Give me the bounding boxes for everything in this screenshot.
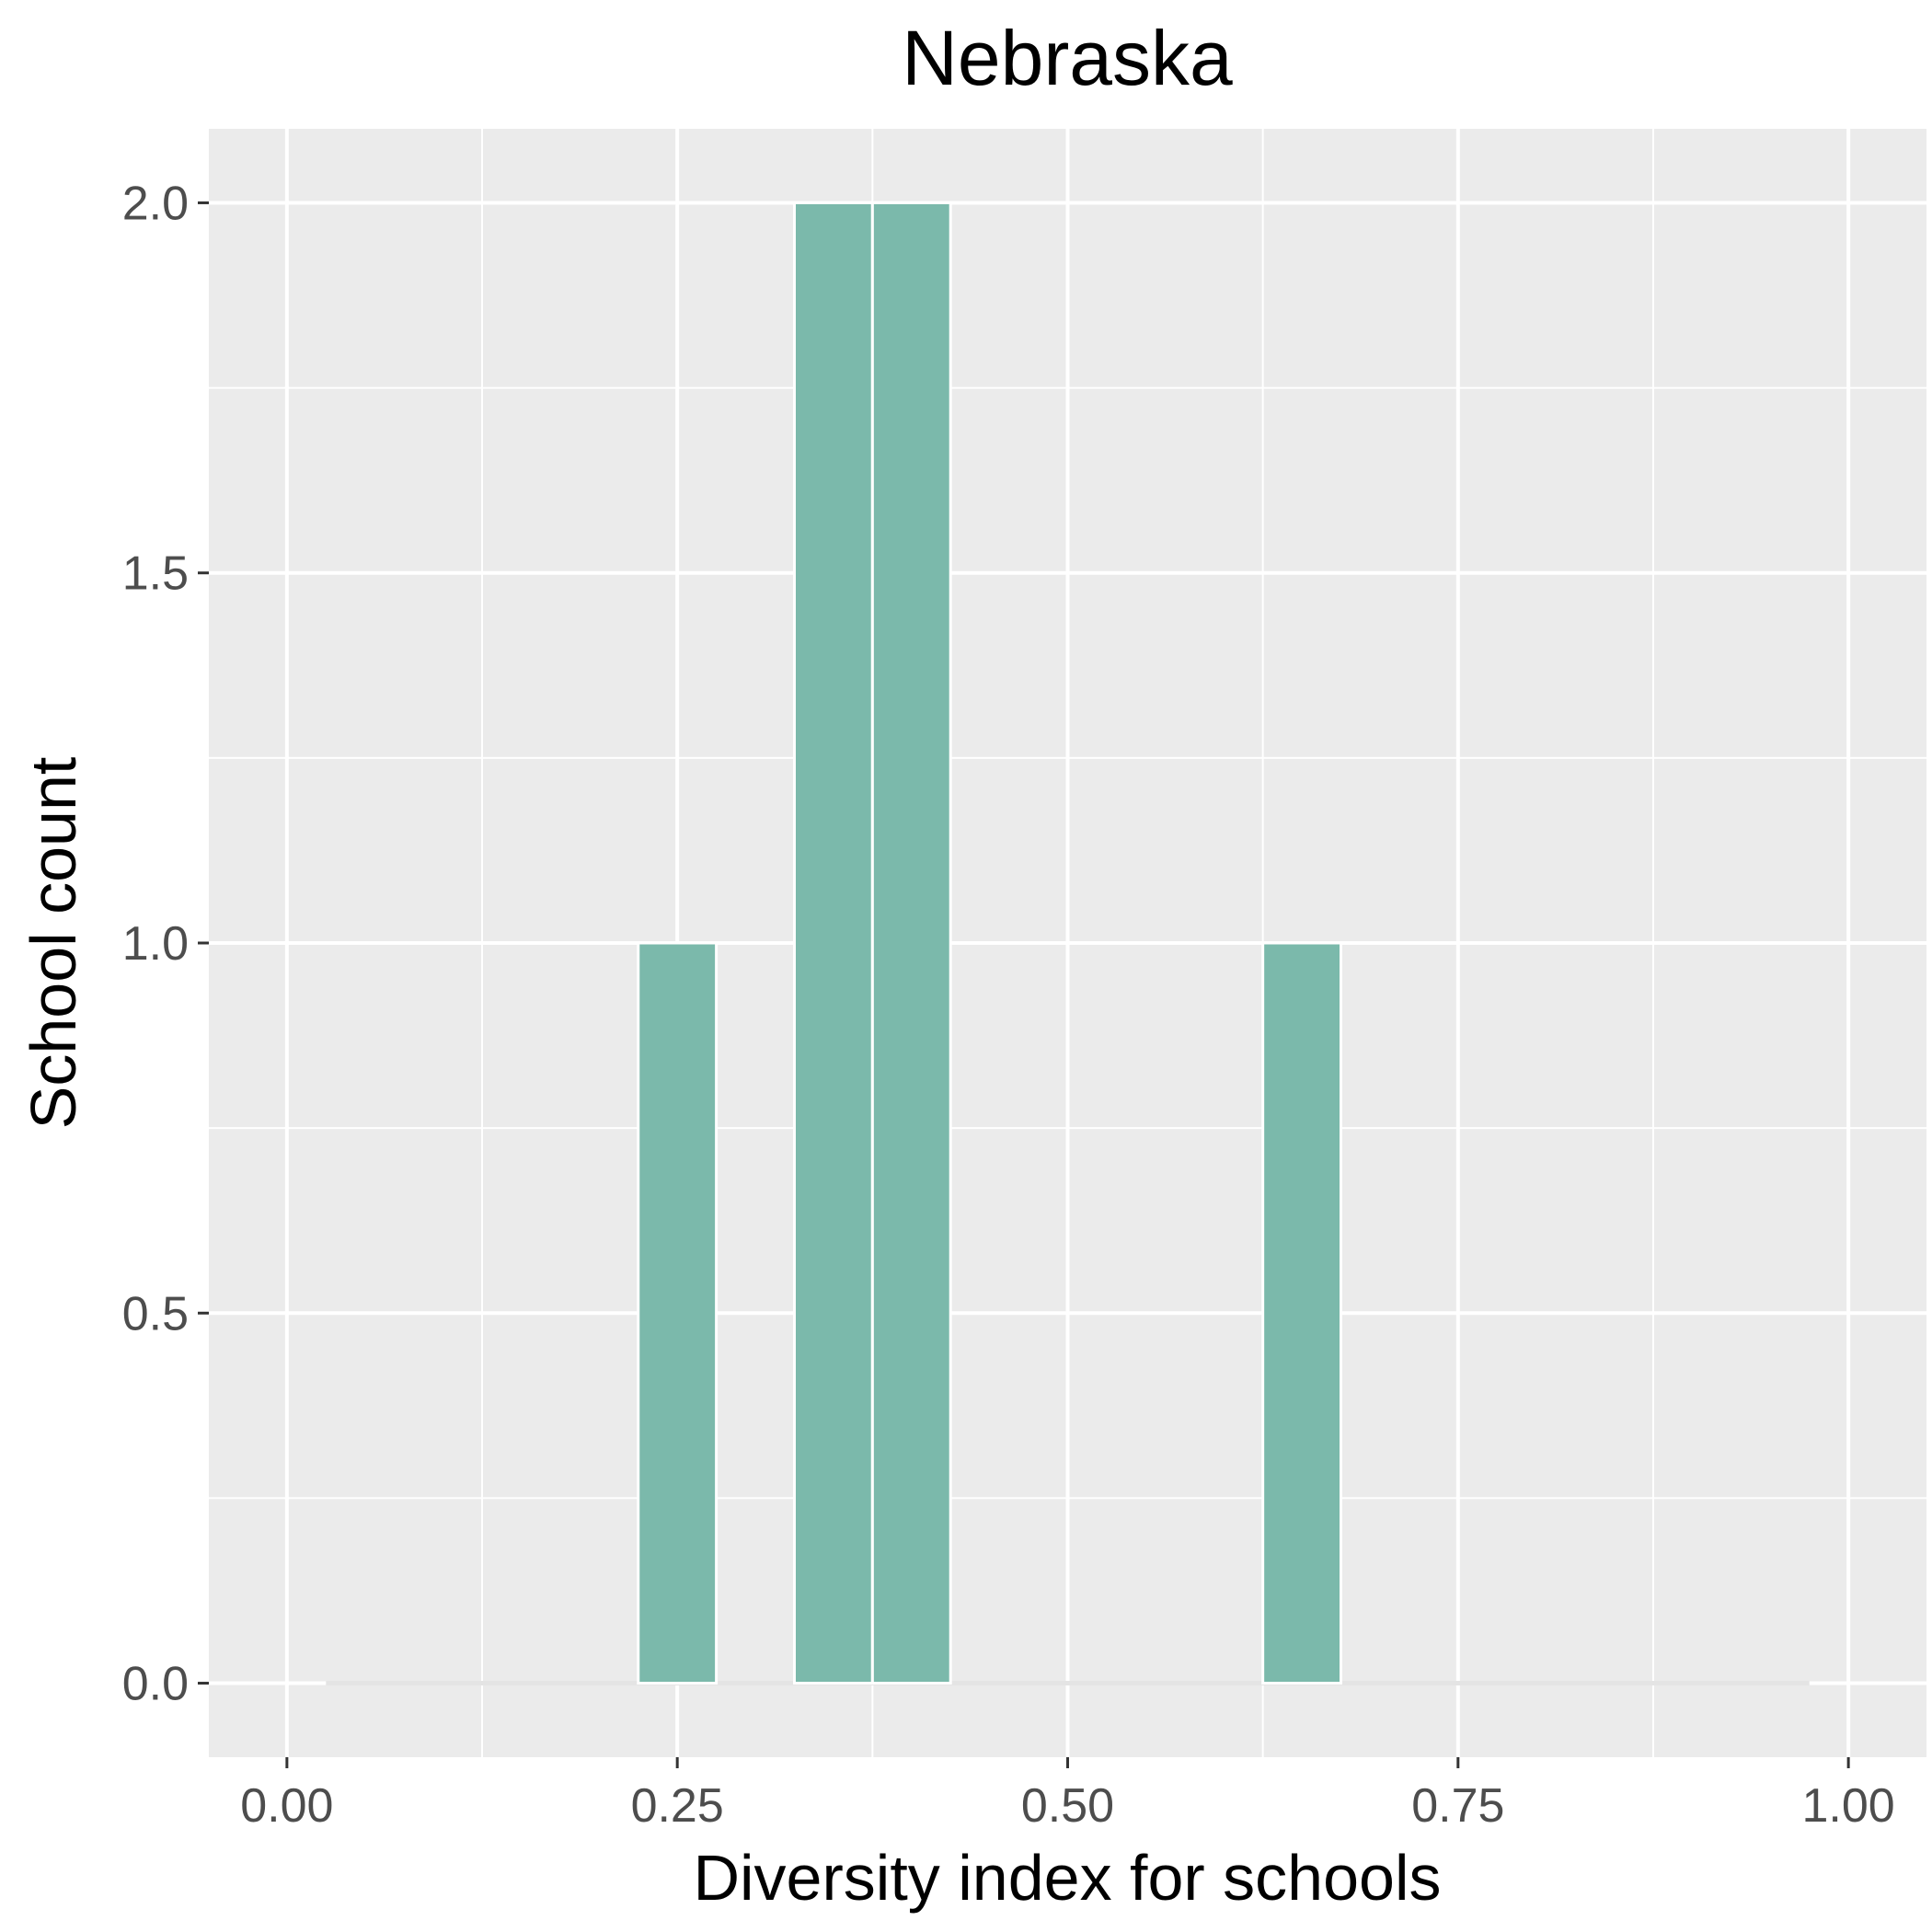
x-tick-label: 0.75 [1411,1779,1504,1833]
histogram-bar [792,201,874,1685]
x-axis-ticks: 0.00 0.25 0.50 0.75 1.00 [240,1757,1895,1833]
y-tick-label: 2.0 [122,177,189,230]
x-tick-label: 1.00 [1802,1779,1895,1833]
histogram-bar [1261,941,1343,1685]
chart-title: Nebraska [902,15,1233,101]
histogram-bars [637,201,1343,1685]
y-axis-ticks: 0.0 0.5 1.0 1.5 2.0 [122,177,209,1711]
histogram-bar [870,201,952,1685]
x-tick-label: 0.25 [631,1779,724,1833]
histogram-bar [637,941,719,1685]
y-tick-label: 0.5 [122,1287,189,1340]
y-tick-label: 1.0 [122,917,189,971]
y-tick-label: 1.5 [122,547,189,601]
x-axis-title: Diversity index for schools [693,1842,1441,1914]
x-tick-label: 0.00 [240,1779,333,1833]
y-axis-title: School count [17,757,89,1130]
y-tick-label: 0.0 [122,1658,189,1711]
x-tick-label: 0.50 [1021,1779,1114,1833]
